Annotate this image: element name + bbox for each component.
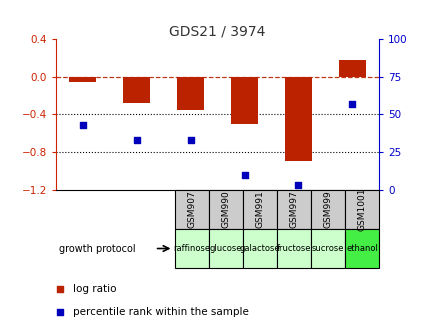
Point [294,182,301,188]
Text: GSM907: GSM907 [187,190,196,228]
Point [57,310,64,315]
Bar [344,229,378,268]
Text: percentile rank within the sample: percentile rank within the sample [73,307,249,317]
Bar [177,77,204,110]
Bar [175,229,209,268]
Text: GSM997: GSM997 [289,190,298,228]
Text: GSM991: GSM991 [255,190,264,228]
Text: log ratio: log ratio [73,284,117,294]
Text: growth protocol: growth protocol [59,244,136,253]
Text: GSM999: GSM999 [323,190,332,228]
Bar [243,190,276,229]
Bar [123,77,150,103]
Bar [175,190,209,229]
Text: glucose: glucose [209,244,242,253]
Text: sucrose: sucrose [311,244,344,253]
Bar [276,190,310,229]
Bar [338,60,365,77]
Bar [209,190,243,229]
Bar [69,77,96,81]
Bar [344,190,378,229]
Point [348,101,355,107]
Text: fructose: fructose [276,244,311,253]
Bar [276,229,310,268]
Bar [310,229,344,268]
Bar [284,77,311,162]
Point [57,286,64,291]
Point [133,137,140,143]
Bar [243,229,276,268]
Text: GSM1001: GSM1001 [357,187,366,231]
Text: GSM990: GSM990 [221,190,230,228]
Point [187,137,194,143]
Text: galactose: galactose [240,244,280,253]
Text: ethanol: ethanol [346,244,378,253]
Text: raffinose: raffinose [173,244,210,253]
Bar [230,77,258,124]
Bar [310,190,344,229]
Bar [209,229,243,268]
Point [80,122,86,128]
Title: GDS21 / 3974: GDS21 / 3974 [169,24,265,38]
Point [241,172,248,177]
